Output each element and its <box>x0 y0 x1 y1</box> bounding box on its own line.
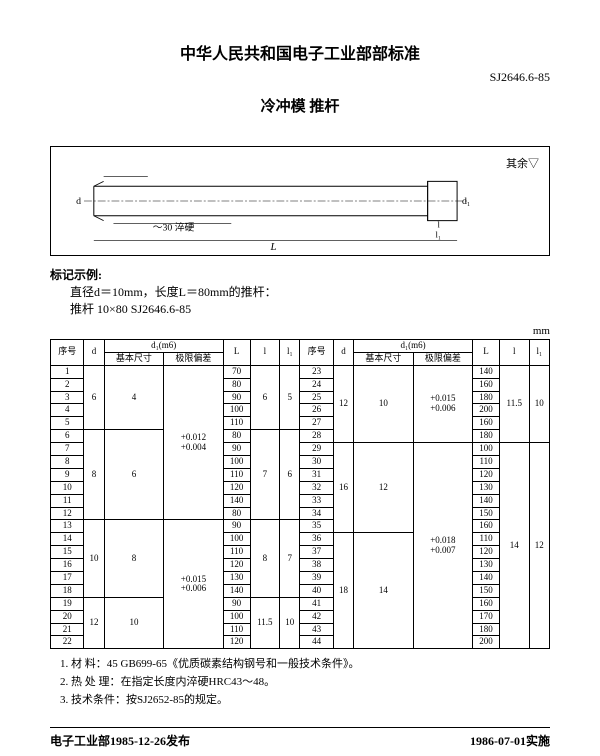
col-l1-right: l₁ <box>529 340 549 366</box>
notes-section: 1. 材 料：45 GB699-65《优质碳素结构钢号和一般技术条件》。 2. … <box>50 655 550 707</box>
footer-right: 1986-07-01实施 <box>470 732 550 749</box>
surface-finish-note: 其余▽ <box>506 155 539 171</box>
col-d-right: d <box>333 340 353 366</box>
standard-code: SJ2646.6-85 <box>50 70 550 85</box>
col-basic-left: 基本尺寸 <box>104 352 164 365</box>
page-number: 1 <box>540 734 546 746</box>
col-l-left: l <box>250 340 280 366</box>
col-l-right: l <box>499 340 529 366</box>
example-line-2: 推杆 10×80 SJ2646.6-85 <box>70 300 550 317</box>
col-L-left: L <box>223 340 250 366</box>
harden-label: ～30 淬硬 <box>153 220 195 233</box>
document-title: 冷冲模 推杆 <box>50 95 550 116</box>
note-3: 3. 技术条件：按SJ2652-85的规定。 <box>60 691 550 707</box>
col-seq-right: 序号 <box>300 340 333 366</box>
shaft-drawing: d d₁ L ～30 淬硬 l₁ l <box>51 147 549 255</box>
col-seq-left: 序号 <box>51 340 84 366</box>
svg-text:l₁: l₁ <box>435 229 441 239</box>
dimensions-table: 序号 d d₁(m6) L l l₁ 序号 d d₁(m6) L l l₁ 基本… <box>50 339 550 649</box>
footer: 电子工业部1985-12-26发布 1986-07-01实施 <box>50 727 550 749</box>
technical-diagram: 其余▽ d d₁ L ～30 淬硬 l₁ l <box>50 146 550 256</box>
org-title: 中华人民共和国电子工业部部标准 <box>50 40 550 64</box>
svg-text:L: L <box>270 241 277 253</box>
col-L-right: L <box>473 340 500 366</box>
dim-d-label: d <box>76 196 81 207</box>
col-l1-left: l₁ <box>280 340 300 366</box>
unit-label: mm <box>50 325 550 337</box>
col-tol-right: 极限偏差 <box>413 352 473 365</box>
marking-example: 标记示例: 直径d＝10mm，长度L＝80mm的推杆： 推杆 10×80 SJ2… <box>50 266 550 317</box>
dim-d1-label: d₁ <box>462 196 470 207</box>
note-2: 2. 热 处 理：在指定长度内淬硬HRC43～48。 <box>60 673 550 689</box>
col-d1-left: d₁(m6) <box>104 340 223 353</box>
example-line-1: 直径d＝10mm，长度L＝80mm的推杆： <box>70 283 550 300</box>
example-heading: 标记示例: <box>50 266 550 283</box>
col-d-left: d <box>84 340 104 366</box>
note-1: 1. 材 料：45 GB699-65《优质碳素结构钢号和一般技术条件》。 <box>60 655 550 671</box>
col-tol-left: 极限偏差 <box>164 352 224 365</box>
col-d1-right: d₁(m6) <box>354 340 473 353</box>
footer-left: 电子工业部1985-12-26发布 <box>50 732 190 749</box>
col-basic-right: 基本尺寸 <box>354 352 414 365</box>
table-body: 164+0.012+0.0047065231210+0.015+0.006140… <box>51 365 550 649</box>
